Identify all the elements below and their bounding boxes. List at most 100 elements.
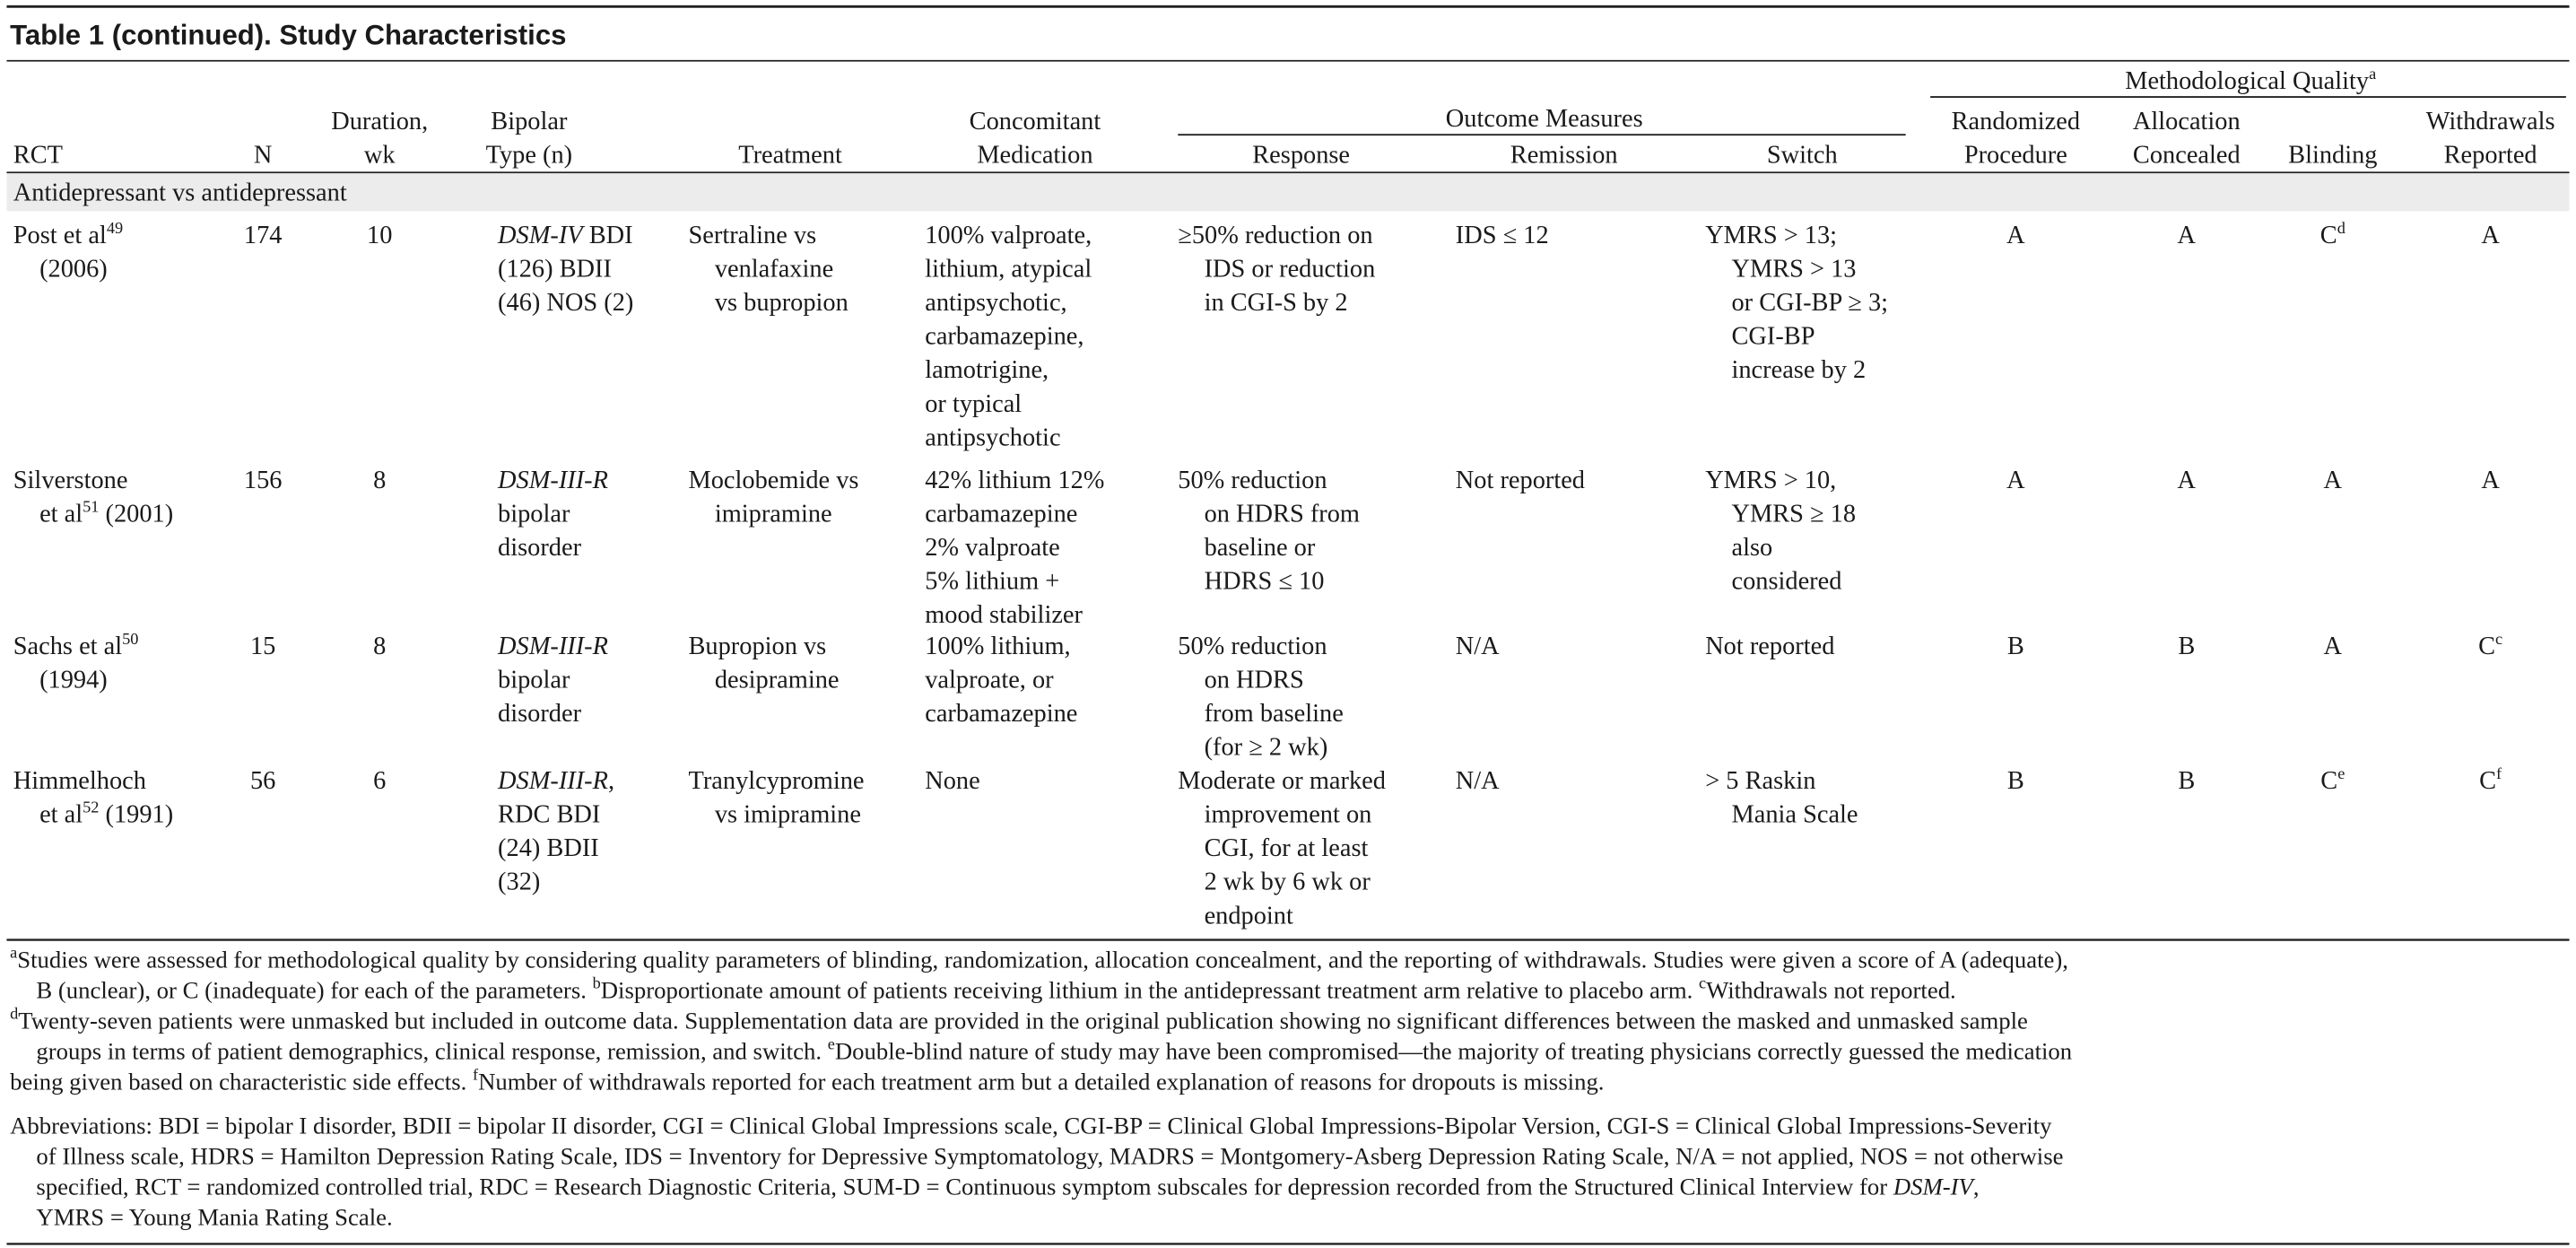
table-title: Table 1 (continued). Study Characteristi… — [10, 19, 566, 50]
text-run: antipsychotic, — [925, 289, 1066, 317]
cell-response: in CGI-S by 2 — [1205, 289, 1348, 317]
text-run: d — [2337, 219, 2345, 237]
text-run: Methodological Quality — [2125, 67, 2370, 95]
column-header: RCT — [13, 141, 63, 169]
text-run: None — [925, 767, 979, 795]
text-run: e — [2337, 764, 2345, 782]
cell-treatment: Moclobemide vs — [689, 467, 859, 494]
text-run: mood stabilizer — [925, 601, 1083, 629]
cell-duration: 10 — [367, 222, 392, 249]
text-run: 8 — [373, 633, 386, 660]
cell-rct: et al52 (1991) — [39, 799, 173, 829]
text-run: vs imipramine — [715, 801, 861, 829]
column-header: Procedure — [1964, 141, 2067, 169]
text-run: antipsychotic — [925, 423, 1060, 451]
text-run: Withdrawals — [2426, 108, 2555, 135]
text-run: improvement on — [1205, 801, 1372, 829]
text-run: of Illness scale, HDRS = Hamilton Depres… — [36, 1143, 2063, 1170]
text-run: 100% lithium, — [925, 633, 1070, 660]
text-run: et al — [39, 801, 83, 829]
cell-bipolar: DSM-III-R — [497, 633, 608, 660]
text-run: , — [1973, 1173, 1980, 1200]
text-run: (2001) — [99, 500, 173, 528]
cell-treatment: Tranylcypromine — [689, 767, 865, 795]
text-run: (1991) — [99, 801, 173, 829]
column-header: Randomized — [1952, 108, 2080, 135]
cell-medication: lamotrigine, — [925, 356, 1049, 384]
cell-switch: > 5 Raskin — [1705, 767, 1815, 795]
cell-duration: 6 — [373, 767, 386, 795]
text-run: 49 — [107, 219, 123, 237]
text-run: IDS ≤ 12 — [1456, 222, 1549, 249]
text-run: A — [2324, 467, 2343, 494]
column-header: Bipolar — [491, 108, 568, 135]
text-run: e — [828, 1034, 835, 1052]
column-header: Withdrawals — [2426, 108, 2555, 135]
text-run: also — [1731, 534, 1772, 562]
cell-allocation: B — [2178, 633, 2195, 660]
text-run: Sertraline vs — [689, 222, 817, 249]
cell-medication: valproate, or — [925, 666, 1054, 694]
text-run: DSM-IV — [1893, 1173, 1976, 1200]
text-run: Procedure — [1964, 141, 2067, 169]
text-run: 56 — [250, 767, 275, 795]
text-run: C — [2320, 767, 2337, 795]
footnote: being given based on characteristic side… — [10, 1065, 1604, 1095]
cell-response: (for ≥ 2 wk) — [1205, 734, 1328, 762]
text-run: a — [10, 944, 17, 962]
text-run: C — [2320, 222, 2337, 249]
text-run: Himmelhoch — [13, 767, 146, 795]
text-run: YMRS > 13 — [1731, 256, 1856, 284]
text-run: Not reported — [1456, 467, 1585, 494]
footnote: dTwenty-seven patients were unmasked but… — [10, 1005, 2028, 1034]
text-run: endpoint — [1205, 902, 1293, 929]
cell-duration: 8 — [373, 633, 386, 660]
cell-medication: mood stabilizer — [925, 601, 1083, 629]
text-run: DSM-IV — [497, 222, 586, 249]
text-run: 2 wk by 6 wk or — [1205, 868, 1371, 896]
text-run: venlafaxine — [715, 256, 833, 284]
abbreviations: Abbreviations: BDI = bipolar I disorder,… — [10, 1113, 2052, 1139]
text-run: IDS or reduction — [1205, 256, 1376, 284]
text-run: 8 — [373, 467, 386, 494]
text-run: A — [2481, 467, 2500, 494]
cell-medication: antipsychotic, — [925, 289, 1066, 317]
text-run: Number of withdrawals reported for each … — [478, 1068, 1604, 1095]
column-header: Blinding — [2288, 141, 2377, 169]
cell-medication: 100% valproate, — [925, 222, 1092, 249]
cell-medication: carbamazepine, — [925, 323, 1083, 351]
cell-blinding: Ce — [2320, 764, 2345, 795]
text-run: Not reported — [1705, 633, 1834, 660]
cell-medication: or typical — [925, 390, 1022, 418]
text-run: 156 — [244, 467, 283, 494]
text-run: lithium, atypical — [925, 256, 1092, 284]
text-run: bipolar — [498, 500, 570, 528]
cell-response: 50% reduction — [1178, 467, 1327, 494]
text-run: Mania Scale — [1731, 801, 1858, 829]
column-header: Medication — [977, 141, 1092, 169]
cell-rct: (1994) — [39, 666, 108, 694]
text-run: 50 — [122, 630, 138, 648]
cell-withdrawals: Cf — [2479, 764, 2502, 795]
text-run: , — [608, 767, 614, 795]
cell-n: 174 — [244, 222, 283, 249]
text-run: RDC BDI — [498, 801, 600, 829]
text-run: 2% valproate — [925, 534, 1059, 562]
cell-response: Moderate or marked — [1178, 767, 1386, 795]
text-run: YMRS = Young Mania Rating Scale. — [36, 1203, 392, 1230]
text-run: imipramine — [715, 500, 832, 528]
cell-response: 2 wk by 6 wk or — [1205, 868, 1371, 896]
cell-withdrawals: A — [2481, 467, 2500, 494]
cell-withdrawals: A — [2481, 222, 2500, 249]
text-run: valproate, or — [925, 666, 1054, 694]
cell-rct: Himmelhoch — [13, 767, 146, 795]
text-run: Allocation — [2133, 108, 2241, 135]
column-header: Type (n) — [486, 141, 573, 169]
text-run: A — [2178, 222, 2197, 249]
abbreviations: specified, RCT = randomized controlled t… — [36, 1173, 1979, 1200]
cell-response: baseline or — [1205, 534, 1316, 562]
column-header: Response — [1252, 141, 1350, 169]
text-run: 6 — [373, 767, 386, 795]
text-run: RCT — [13, 141, 63, 169]
